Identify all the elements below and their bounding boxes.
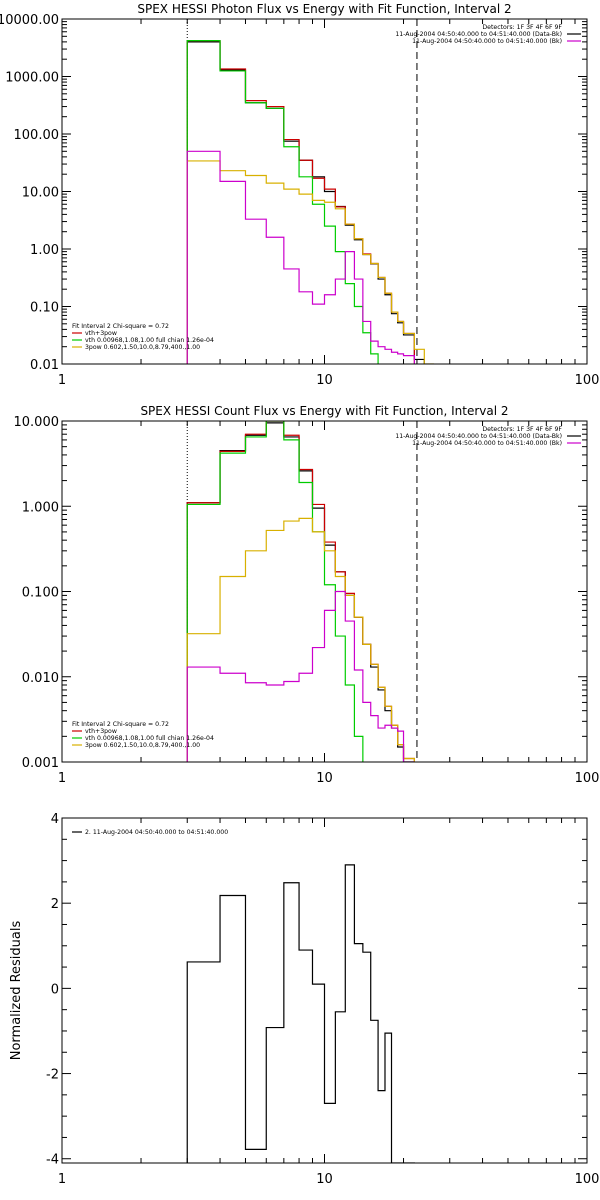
plot-frame	[61, 18, 588, 365]
x-tick-label: 10	[316, 1172, 333, 1187]
header-text: 11-Aug-2004 04:50:40.000 to 04:51:40.000…	[395, 31, 562, 38]
y-ticks	[62, 21, 587, 365]
header-text: Detectors: 1F 3F 4F 6F 9F	[482, 426, 562, 433]
legend-entry: 2. 11-Aug-2004 04:50:40.000 to 04:51:40.…	[85, 829, 228, 836]
y-tick-label: 10000.00	[0, 13, 59, 28]
chart-2: SPEX HESSI Count Flux vs Energy with Fit…	[14, 404, 600, 786]
series-line-vth-3pow	[186, 421, 415, 762]
x-tick-label: 100	[575, 373, 600, 388]
x-tick-label: 1	[58, 771, 66, 786]
x-tick-label: 10	[316, 771, 333, 786]
x-ticks	[61, 818, 576, 1163]
series-line-bk	[186, 150, 415, 364]
y-tick-label: 0.010	[22, 671, 59, 686]
y-tick-label: 0.001	[22, 756, 59, 771]
header-text: 11-Aug-2004 04:50:40.000 to 04:51:40.000…	[412, 440, 562, 447]
chart-title: SPEX HESSI Photon Flux vs Energy with Fi…	[137, 2, 511, 16]
y-tick-label: 4	[51, 812, 59, 827]
y-tick-label: 1.00	[30, 243, 59, 258]
series-line-vth-3pow	[186, 40, 415, 364]
chart-1: SPEX HESSI Photon Flux vs Energy with Fi…	[0, 2, 599, 388]
series-group	[186, 40, 435, 364]
y-tick-label: 0	[51, 982, 59, 997]
x-tick-label: 10	[316, 373, 333, 388]
series-line-data-bk	[186, 422, 415, 762]
series-line-residuals	[186, 864, 415, 1163]
series-line-3pow	[186, 160, 435, 364]
series-line-bk	[186, 590, 415, 762]
y-ticks	[62, 424, 587, 763]
y-tick-label: -2	[46, 1068, 59, 1083]
legend-entry: Fit Interval 2 Chi-square = 0.72	[72, 721, 169, 728]
series-line-vth	[186, 421, 364, 762]
legend-entry: vth 0.00968,1.08,1.00 full chian 1.26e-0…	[85, 337, 214, 344]
header-text: Detectors: 1F 3F 4F 6F 9F	[482, 24, 562, 31]
y-tick-label: 10.00	[22, 186, 59, 201]
series-line-vth	[186, 40, 379, 364]
header-text: 11-Aug-2004 04:50:40.000 to 04:51:40.000…	[395, 433, 562, 440]
x-ticks	[61, 19, 576, 364]
plot-frame	[61, 817, 588, 1164]
series-group	[186, 421, 415, 762]
legend-entry: 3pow 0.602,1.50,10.0,8.79,400.,1.00	[85, 344, 200, 351]
y-tick-label: 100.00	[14, 128, 60, 143]
y-tick-label: 0.100	[22, 586, 59, 601]
y-tick-label: 2	[51, 897, 59, 912]
legend-entry: Fit Interval 2 Chi-square = 0.72	[72, 323, 169, 330]
header-text: 11-Aug-2004 04:50:40.000 to 04:51:40.000…	[412, 38, 562, 45]
y-tick-label: 0.01	[30, 358, 59, 373]
x-tick-label: 1	[58, 1172, 66, 1187]
y-tick-label: 1.000	[22, 500, 59, 515]
x-tick-label: 1	[58, 373, 66, 388]
y-axis-label: Normalized Residuals	[9, 921, 24, 1061]
y-tick-label: -4	[46, 1153, 59, 1168]
legend-entry: vth+3pow	[85, 728, 117, 735]
x-tick-label: 100	[575, 1172, 600, 1187]
chart-title: SPEX HESSI Count Flux vs Energy with Fit…	[140, 404, 508, 418]
y-tick-label: 0.10	[30, 301, 59, 316]
plot-frame	[61, 420, 588, 763]
legend-entry: vth 0.00968,1.08,1.00 full chian 1.26e-0…	[85, 735, 214, 742]
x-ticks	[61, 421, 576, 762]
series-line-data-bk	[186, 41, 425, 364]
legend-entry: vth+3pow	[85, 330, 117, 337]
chart-3: Normalized Residuals 1 10 100 -4 -2 0 2 4 2. 11-A…	[9, 812, 599, 1187]
series-group	[186, 864, 415, 1163]
series-line-3pow	[186, 517, 415, 762]
x-tick-label: 100	[575, 771, 600, 786]
y-tick-label: 1000.00	[5, 71, 59, 86]
y-tick-label: 10.000	[14, 415, 60, 430]
legend-entry: 3pow 0.602,1.50,10.0,8.79,400.,1.00	[85, 742, 200, 749]
